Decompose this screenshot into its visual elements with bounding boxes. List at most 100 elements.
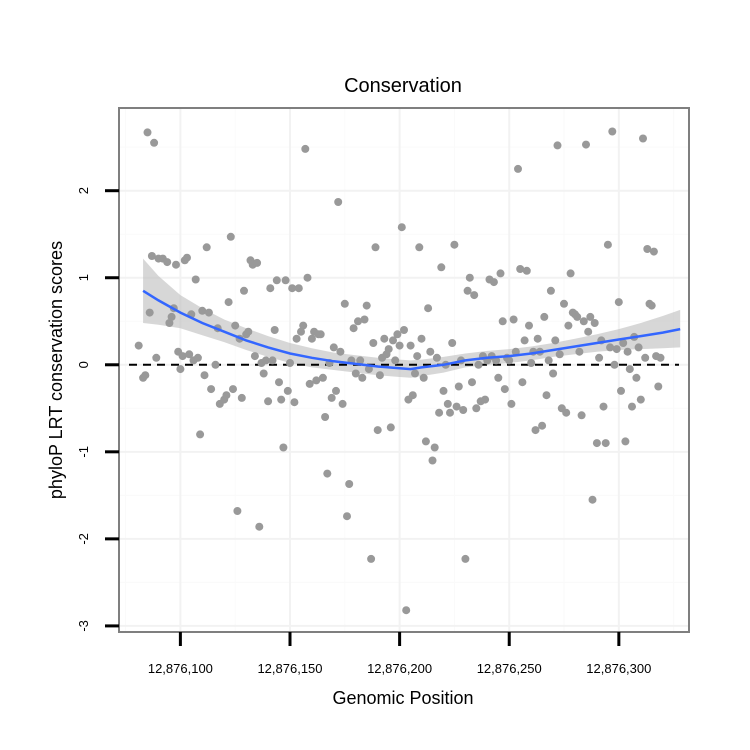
data-points: [134, 127, 665, 615]
data-point: [367, 554, 376, 563]
data-point: [415, 243, 424, 252]
data-point: [419, 373, 428, 382]
data-point: [625, 365, 634, 374]
data-point: [649, 247, 658, 256]
data-point: [459, 406, 468, 414]
data-point: [386, 423, 395, 432]
data-point: [463, 286, 472, 295]
data-point: [193, 353, 202, 362]
data-point: [588, 495, 597, 504]
data-point: [516, 265, 525, 273]
data-point: [606, 343, 615, 352]
data-point: [240, 286, 248, 295]
data-point: [546, 286, 555, 295]
data-point: [544, 356, 553, 365]
x-tick-label: 12,876,100: [148, 661, 213, 676]
data-point: [452, 402, 461, 411]
data-point: [380, 334, 389, 343]
data-point: [229, 385, 237, 394]
data-point: [417, 334, 426, 343]
data-point: [481, 395, 490, 404]
data-point: [522, 266, 531, 275]
data-point: [281, 276, 290, 285]
data-point: [639, 134, 647, 143]
data-point: [150, 138, 159, 147]
data-point: [389, 336, 397, 345]
data-point: [224, 298, 233, 307]
data-point: [450, 240, 459, 249]
data-point: [424, 304, 433, 313]
data-point: [498, 317, 507, 326]
data-point: [400, 326, 408, 334]
x-tick-label: 12,876,200: [367, 661, 432, 676]
data-point: [279, 443, 288, 452]
data-point: [426, 347, 435, 356]
data-point: [286, 359, 294, 367]
data-point: [163, 258, 172, 267]
data-point: [301, 144, 310, 153]
data-point: [586, 312, 595, 321]
y-axis-ticks: -3 -2 -1 0 1 2: [76, 187, 119, 632]
data-point: [340, 299, 349, 308]
data-point: [305, 379, 314, 388]
data-point: [542, 391, 551, 400]
data-point: [549, 369, 558, 378]
data-point: [172, 260, 180, 269]
data-point: [253, 258, 262, 267]
data-point: [430, 443, 439, 452]
data-point: [610, 360, 619, 369]
data-point: [411, 369, 419, 378]
confidence-band: [143, 258, 681, 378]
data-point: [354, 317, 362, 326]
data-point: [211, 360, 220, 369]
x-tick-label: 12,876,150: [257, 661, 322, 676]
data-point: [470, 291, 479, 300]
data-point: [266, 284, 275, 293]
data-point: [472, 404, 481, 413]
data-point: [152, 353, 161, 362]
data-point: [393, 330, 402, 339]
data-point: [564, 321, 573, 330]
data-point: [191, 275, 200, 284]
data-point: [603, 240, 612, 249]
data-point: [369, 339, 378, 347]
data-point: [421, 437, 430, 446]
data-point: [496, 269, 505, 278]
data-point: [520, 336, 529, 345]
data-point: [428, 456, 437, 465]
data-point: [312, 376, 321, 385]
data-point: [551, 336, 560, 345]
data-point: [231, 321, 240, 330]
data-point: [614, 298, 623, 307]
data-point: [540, 312, 549, 321]
data-point: [577, 411, 586, 420]
data-point: [336, 347, 345, 356]
data-point: [292, 334, 301, 343]
y-tick-label: -1: [76, 446, 91, 458]
data-point: [641, 353, 650, 362]
data-point: [183, 253, 191, 262]
data-point: [270, 326, 279, 334]
data-point: [489, 278, 498, 287]
data-point: [307, 334, 316, 343]
data-point: [207, 385, 216, 394]
data-point: [334, 198, 343, 206]
data-point: [261, 356, 270, 365]
data-point: [560, 299, 568, 308]
plot-panel: [118, 107, 690, 633]
data-point: [371, 243, 380, 252]
data-point: [612, 345, 621, 354]
data-point: [656, 353, 665, 362]
data-point: [196, 430, 205, 439]
data-point: [202, 243, 211, 252]
data-point: [375, 371, 384, 380]
smooth-curve: [142, 289, 681, 371]
data-point: [318, 373, 327, 382]
data-point: [198, 306, 207, 315]
data-point: [384, 345, 393, 354]
data-point: [647, 301, 656, 310]
data-point: [294, 284, 303, 293]
data-point: [237, 393, 246, 402]
data-point: [505, 356, 514, 365]
data-point: [525, 321, 533, 330]
